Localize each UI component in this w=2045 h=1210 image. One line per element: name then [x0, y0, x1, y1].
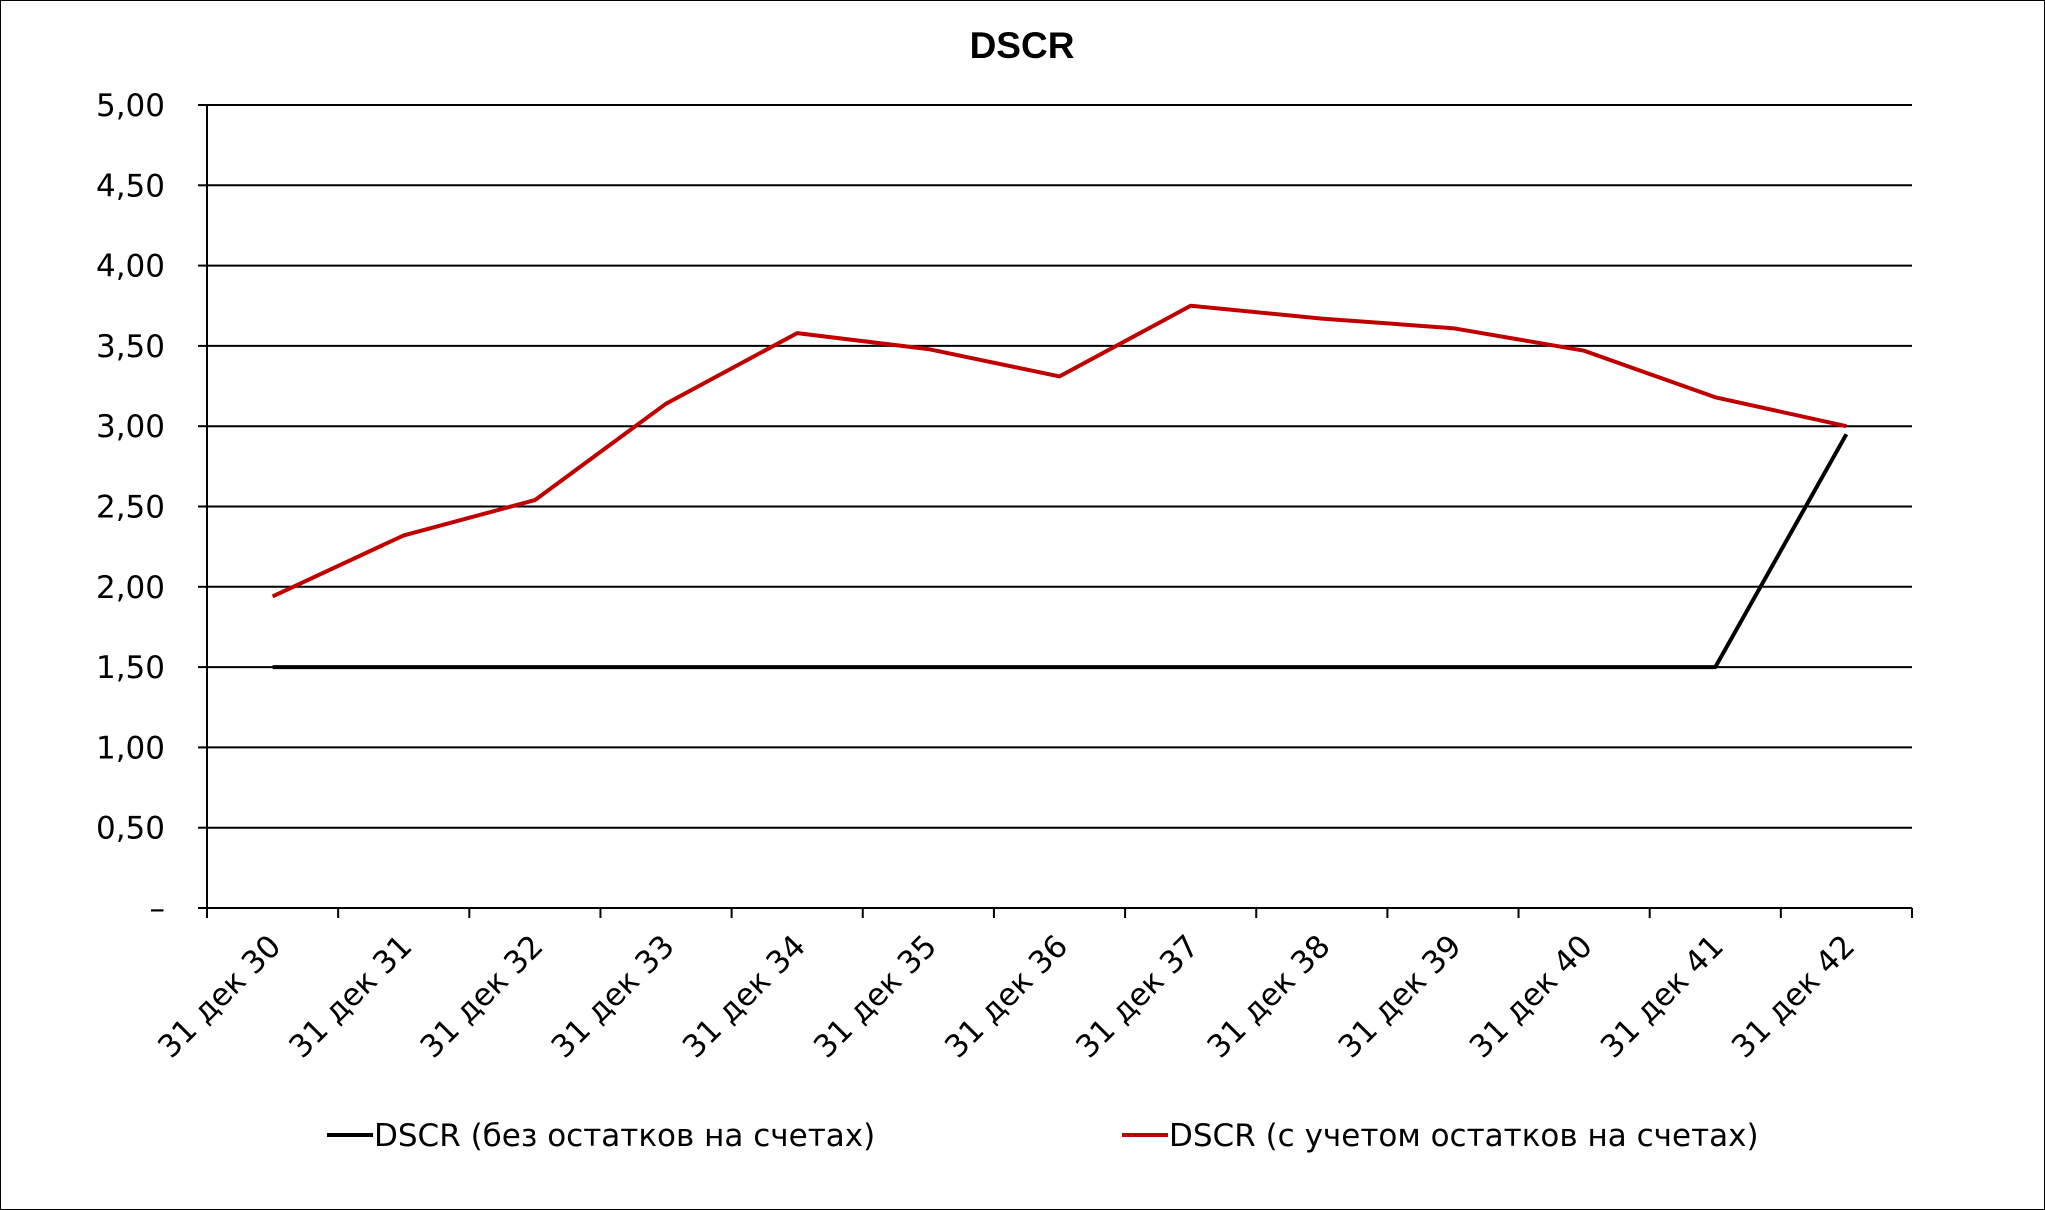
x-tick-label: 31 дек 33	[545, 928, 682, 1065]
y-tick-label: 4,50	[96, 168, 165, 204]
chart-title: DSCR	[970, 25, 1075, 66]
x-tick-label: 31 дек 41	[1594, 928, 1731, 1065]
y-tick-label: –	[150, 891, 166, 927]
y-tick-label: 1,00	[96, 730, 165, 766]
x-tick-label: 31 дек 32	[413, 928, 550, 1065]
x-tick-label: 31 дек 34	[676, 928, 813, 1065]
legend-label-2: DSCR (с учетом остатков на счетах)	[1169, 1118, 1759, 1154]
x-tick-label: 31 дек 35	[807, 928, 944, 1065]
x-tick-label: 31 дек 30	[151, 928, 288, 1065]
series-line-1	[272, 433, 1849, 670]
gridlines	[207, 104, 1912, 829]
y-tick-label: 2,50	[96, 490, 165, 526]
x-tick-label: 31 дек 42	[1725, 928, 1862, 1065]
y-tick-label: 1,50	[96, 650, 165, 686]
x-tick-label: 31 дек 31	[282, 928, 419, 1065]
y-tick-label: 3,00	[96, 409, 165, 445]
x-tick-label: 31 дек 37	[1069, 928, 1206, 1065]
x-tick-label: 31 дек 38	[1200, 928, 1337, 1065]
series-lines	[271, 303, 1849, 670]
x-tick-label: 31 дек 40	[1463, 928, 1600, 1065]
y-tick-label: 5,00	[96, 88, 165, 124]
series-line-2	[271, 303, 1847, 599]
y-tick-label: 0,50	[96, 811, 165, 847]
y-tick-label: 2,00	[96, 570, 165, 606]
y-axis-ticks: – 0,50 1,00 1,50 2,00 2,50 3,00 3,50 4,00 4,50 5,0…	[96, 88, 207, 927]
x-tick-label: 31 дек 36	[938, 928, 1075, 1065]
y-tick-label: 3,50	[96, 329, 165, 365]
x-tick-label: 31 дек 39	[1332, 928, 1469, 1065]
legend-label-1: DSCR (без остатков на счетах)	[374, 1118, 875, 1154]
y-tick-label: 4,00	[96, 249, 165, 285]
legend: DSCR (без остатков на счетах) DSCR (с уче…	[327, 1118, 1759, 1154]
